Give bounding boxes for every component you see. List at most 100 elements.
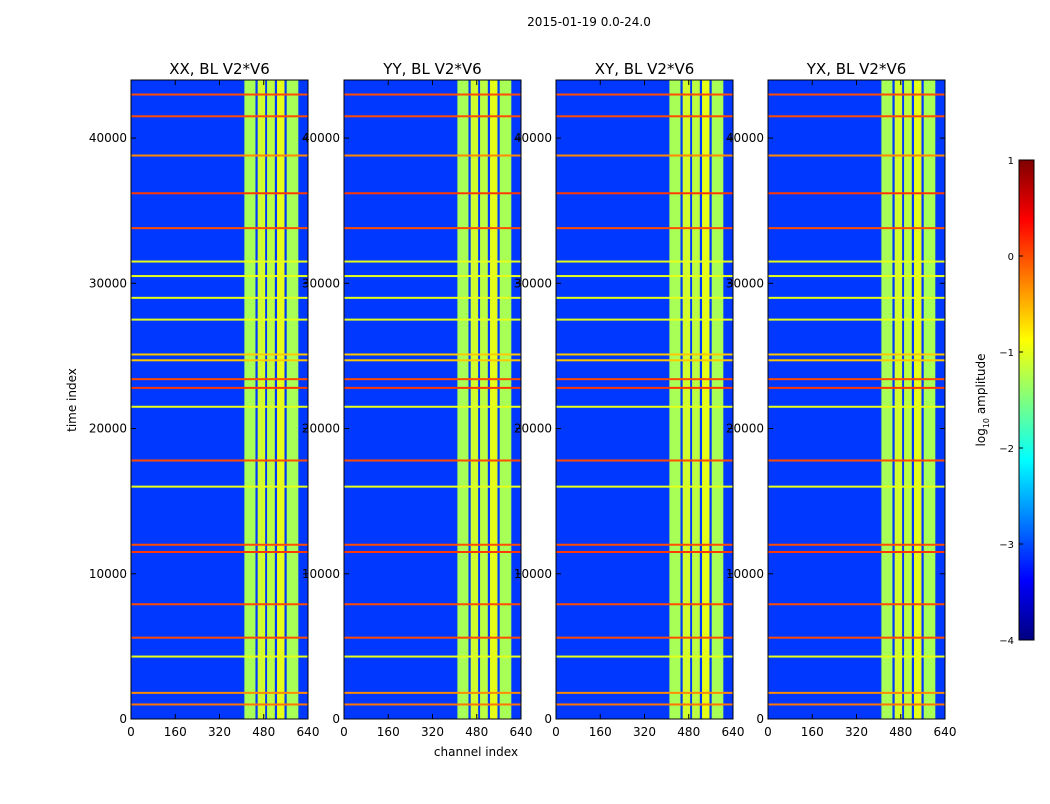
flagged-row xyxy=(768,386,945,389)
flagged-row xyxy=(556,93,733,96)
flagged-row xyxy=(131,154,308,157)
signal-column xyxy=(267,80,275,719)
x-tick-label: 640 xyxy=(510,725,533,739)
y-tick-label: 0 xyxy=(544,712,552,726)
flagged-row xyxy=(556,359,733,362)
y-tick-label: 10000 xyxy=(302,567,340,581)
y-tick-label: 30000 xyxy=(89,276,127,290)
flagged-row xyxy=(556,296,733,299)
flagged-row xyxy=(131,296,308,299)
y-tick-label: 10000 xyxy=(726,567,764,581)
signal-column xyxy=(244,80,256,719)
x-tick-label: 160 xyxy=(164,725,187,739)
flagged-row xyxy=(556,636,733,639)
signal-column xyxy=(480,80,488,719)
flagged-row xyxy=(131,227,308,230)
flagged-row xyxy=(556,543,733,546)
flagged-row xyxy=(768,93,945,96)
flagged-row xyxy=(768,636,945,639)
y-tick-label: 20000 xyxy=(89,422,127,436)
signal-column xyxy=(682,80,691,719)
heatmap-image xyxy=(556,80,733,719)
flagged-row xyxy=(344,378,521,381)
flagged-row xyxy=(131,353,308,356)
x-tick-label: 0 xyxy=(552,725,560,739)
signal-column xyxy=(923,80,936,719)
flagged-row xyxy=(768,192,945,195)
flagged-row xyxy=(768,459,945,462)
flagged-row xyxy=(344,603,521,606)
flagged-row xyxy=(556,703,733,706)
y-tick-label: 0 xyxy=(756,712,764,726)
flagged-row xyxy=(131,93,308,96)
y-tick-label: 0 xyxy=(332,712,340,726)
flagged-row xyxy=(556,318,733,321)
flagged-row xyxy=(768,378,945,381)
flagged-row xyxy=(768,353,945,356)
flagged-row xyxy=(768,115,945,118)
x-tick-label: 320 xyxy=(633,725,656,739)
y-tick-label: 10000 xyxy=(89,567,127,581)
y-tick-label: 20000 xyxy=(726,422,764,436)
flagged-row xyxy=(344,459,521,462)
flagged-row xyxy=(344,691,521,694)
panel-title: YX, BL V2*V6 xyxy=(806,60,907,78)
panel-yx: YX, BL V2*V6 0 160 320 480 640 0 10000 20000 3000… xyxy=(726,60,957,739)
flagged-row xyxy=(556,691,733,694)
flagged-row xyxy=(556,603,733,606)
flagged-row xyxy=(344,386,521,389)
colorbar-tick-label: −2 xyxy=(999,444,1014,455)
flagged-row xyxy=(556,459,733,462)
flagged-row xyxy=(768,296,945,299)
flagged-row xyxy=(768,227,945,230)
signal-column xyxy=(702,80,710,719)
flagged-row xyxy=(344,260,521,263)
x-tick-label: 320 xyxy=(845,725,868,739)
heatmap-image xyxy=(768,80,945,719)
x-tick-label: 0 xyxy=(127,725,135,739)
signal-column xyxy=(499,80,512,719)
signal-column xyxy=(470,80,479,719)
flagged-row xyxy=(556,115,733,118)
flagged-row xyxy=(768,275,945,278)
flagged-row xyxy=(556,386,733,389)
flagged-row xyxy=(131,703,308,706)
panel-title: XY, BL V2*V6 xyxy=(595,60,695,78)
flagged-row xyxy=(131,550,308,553)
flagged-row xyxy=(131,459,308,462)
signal-column xyxy=(257,80,266,719)
x-tick-label: 480 xyxy=(677,725,700,739)
signal-column xyxy=(457,80,469,719)
flagged-row xyxy=(344,192,521,195)
flagged-row xyxy=(768,603,945,606)
y-tick-label: 10000 xyxy=(514,567,552,581)
x-axis-label: channel index xyxy=(434,745,518,759)
flagged-row xyxy=(344,154,521,157)
flagged-row xyxy=(556,192,733,195)
flagged-row xyxy=(768,485,945,488)
panels: XX, BL V2*V6 0 160 320 480 640 0 10000 20000 3000… xyxy=(89,60,957,739)
flagged-row xyxy=(344,485,521,488)
signal-column xyxy=(490,80,498,719)
signal-column xyxy=(711,80,724,719)
signal-column xyxy=(669,80,681,719)
x-tick-label: 480 xyxy=(465,725,488,739)
signal-column xyxy=(904,80,912,719)
x-tick-label: 480 xyxy=(889,725,912,739)
x-tick-label: 640 xyxy=(297,725,320,739)
signal-column xyxy=(914,80,922,719)
flagged-row xyxy=(344,703,521,706)
signal-column xyxy=(894,80,903,719)
flagged-row xyxy=(344,275,521,278)
flagged-row xyxy=(131,115,308,118)
colorbar-tick-label: −1 xyxy=(999,348,1014,359)
colorbar-tick-label: −4 xyxy=(999,636,1014,647)
y-tick-label: 30000 xyxy=(726,276,764,290)
x-tick-label: 640 xyxy=(722,725,745,739)
flagged-row xyxy=(131,655,308,658)
figure-suptitle: 2015-01-19 0.0-24.0 xyxy=(527,15,651,29)
signal-column xyxy=(286,80,299,719)
flagged-row xyxy=(131,378,308,381)
